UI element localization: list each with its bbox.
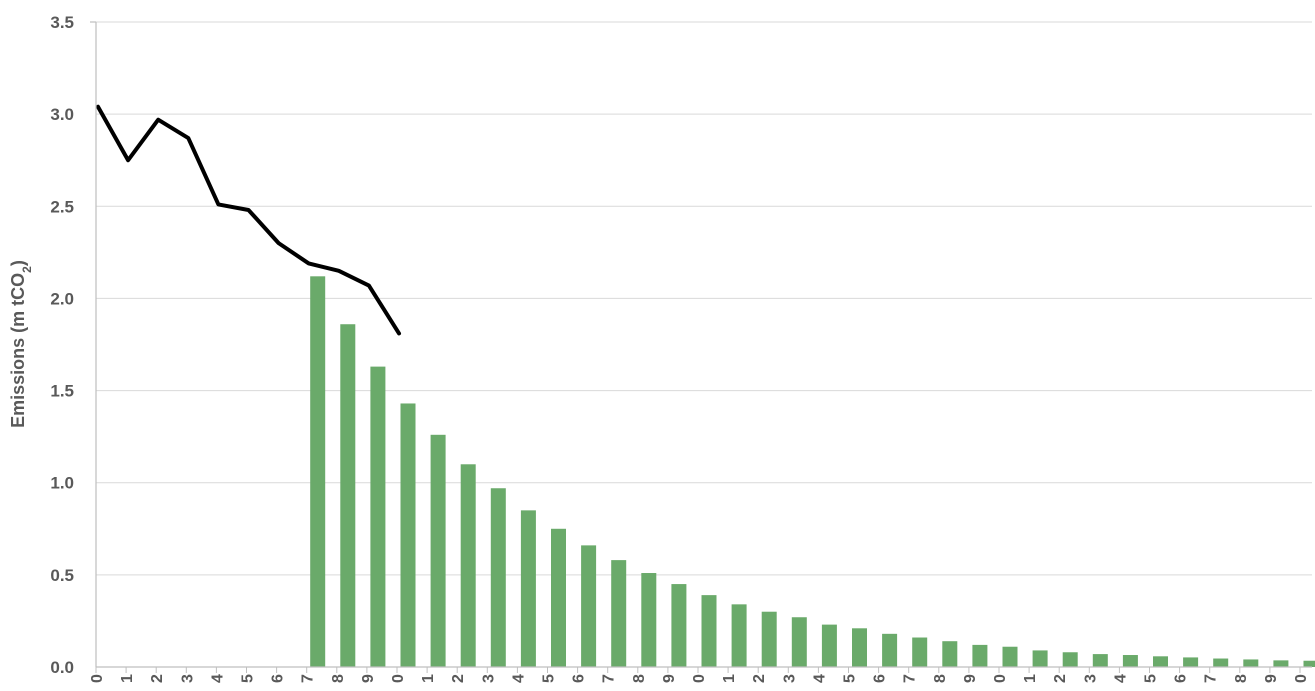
bar — [551, 528, 566, 667]
x-tick-label: 8 — [1233, 674, 1250, 683]
x-tick-label: 6 — [571, 674, 588, 683]
bar — [1092, 654, 1108, 667]
bar — [972, 644, 988, 667]
y-tick-label: 3.5 — [50, 13, 74, 32]
bar — [1062, 652, 1078, 667]
x-tick-label: 2 — [149, 674, 166, 683]
y-tick-label: 0.5 — [50, 566, 74, 585]
bar — [882, 633, 898, 667]
x-tick-label: 7 — [300, 674, 317, 683]
x-tick-label: 3 — [480, 674, 497, 683]
bar — [852, 628, 867, 667]
x-tick-label: 7 — [601, 674, 618, 683]
x-tick-label: 1 — [721, 674, 738, 683]
x-tick-label: 2 — [751, 674, 768, 683]
bar — [520, 510, 536, 667]
gridlines — [96, 21, 1312, 576]
x-tick-label: 0 — [1293, 674, 1310, 683]
x-tick-label: 4 — [510, 674, 527, 683]
x-tick-label: 2 — [450, 674, 467, 683]
x-tick-label: 3 — [179, 674, 196, 683]
bar — [1002, 646, 1018, 667]
x-tick-label: 0 — [390, 674, 407, 683]
x-tick-label: 5 — [240, 674, 257, 683]
bar — [370, 366, 386, 667]
x-tick-label: 9 — [661, 674, 678, 683]
y-tick-label: 1.0 — [50, 474, 74, 493]
bar — [581, 545, 597, 667]
x-tick-label: 7 — [902, 674, 919, 683]
x-tick-labels: 0 1 2 3 4 5 6 7 8 9 0 1 2 3 4 5 6 7 8 9 0 1 2 3 4 5 6 7 8 9 0 1 2 3 4 5 6 7 8 9… — [89, 674, 1310, 683]
x-tick-label: 6 — [872, 674, 889, 683]
bar — [310, 276, 326, 667]
y-tick-labels: 0.0 0.5 1.0 1.5 2.0 2.5 3.0 3.5 — [50, 13, 74, 677]
y-axis-title: Emissions (m tCO2) — [8, 260, 34, 428]
axes — [90, 21, 1312, 673]
bar — [912, 637, 928, 667]
bar — [340, 324, 356, 667]
bar — [1032, 650, 1048, 667]
bar — [611, 560, 627, 667]
bar — [701, 595, 717, 667]
x-tick-label: 9 — [360, 674, 377, 683]
x-tick-label: 6 — [1173, 674, 1190, 683]
bar — [731, 604, 747, 667]
x-tick-label: 1 — [1022, 674, 1039, 683]
bar — [1183, 657, 1199, 667]
x-tick-label: 0 — [691, 674, 708, 683]
x-tick-label: 3 — [781, 674, 798, 683]
bar — [430, 434, 446, 667]
x-tick-label: 2 — [1052, 674, 1069, 683]
x-tick-label: 6 — [270, 674, 287, 683]
bar — [1213, 658, 1229, 667]
x-tick-label: 7 — [1203, 674, 1220, 683]
bar — [460, 464, 476, 667]
x-tick-label: 8 — [631, 674, 648, 683]
x-tick-label: 9 — [1263, 674, 1280, 683]
x-tick-label: 1 — [420, 674, 437, 683]
y-tick-label: 3.0 — [50, 105, 74, 124]
bar — [671, 584, 687, 667]
x-tick-label: 5 — [1143, 674, 1160, 683]
bar — [1153, 656, 1168, 667]
bar — [791, 617, 807, 667]
x-tick-label: 5 — [541, 674, 558, 683]
bar — [942, 641, 958, 667]
bar — [400, 403, 416, 667]
bar — [490, 488, 506, 667]
bar — [761, 611, 777, 667]
x-tick-label: 4 — [209, 674, 226, 683]
y-tick-label: 1.5 — [50, 382, 74, 401]
x-tick-label: 5 — [842, 674, 859, 683]
bar — [1303, 660, 1315, 667]
y-tick-label: 2.0 — [50, 289, 74, 308]
y-tick-label: 0.0 — [50, 658, 74, 677]
x-tick-label: 0 — [992, 674, 1009, 683]
x-tick-label: 9 — [962, 674, 979, 683]
bar-series — [310, 276, 1315, 667]
bar — [821, 624, 837, 667]
x-tick-label: 4 — [1112, 674, 1129, 683]
bar — [641, 573, 657, 667]
y-tick-label: 2.5 — [50, 197, 74, 216]
line-series — [96, 104, 401, 336]
x-tick-label: 0 — [89, 674, 106, 683]
bar — [1273, 660, 1289, 667]
historical-emissions-line — [96, 104, 401, 336]
x-tick-label: 1 — [119, 674, 136, 683]
x-tick-label: 8 — [932, 674, 949, 683]
x-tick-label: 3 — [1082, 674, 1099, 683]
bar — [1243, 659, 1259, 667]
x-tick-label: 8 — [330, 674, 347, 683]
bar — [1122, 655, 1138, 667]
x-tick-label: 4 — [811, 674, 828, 683]
